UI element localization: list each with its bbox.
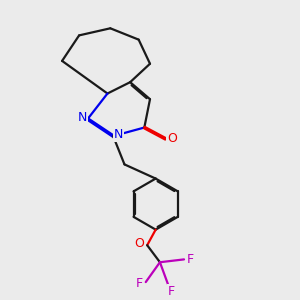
Text: O: O (134, 237, 144, 250)
Text: F: F (187, 253, 194, 266)
Text: N: N (78, 111, 87, 124)
Text: F: F (168, 285, 175, 298)
Text: N: N (114, 128, 123, 141)
Text: F: F (136, 277, 143, 290)
Text: O: O (167, 132, 177, 146)
